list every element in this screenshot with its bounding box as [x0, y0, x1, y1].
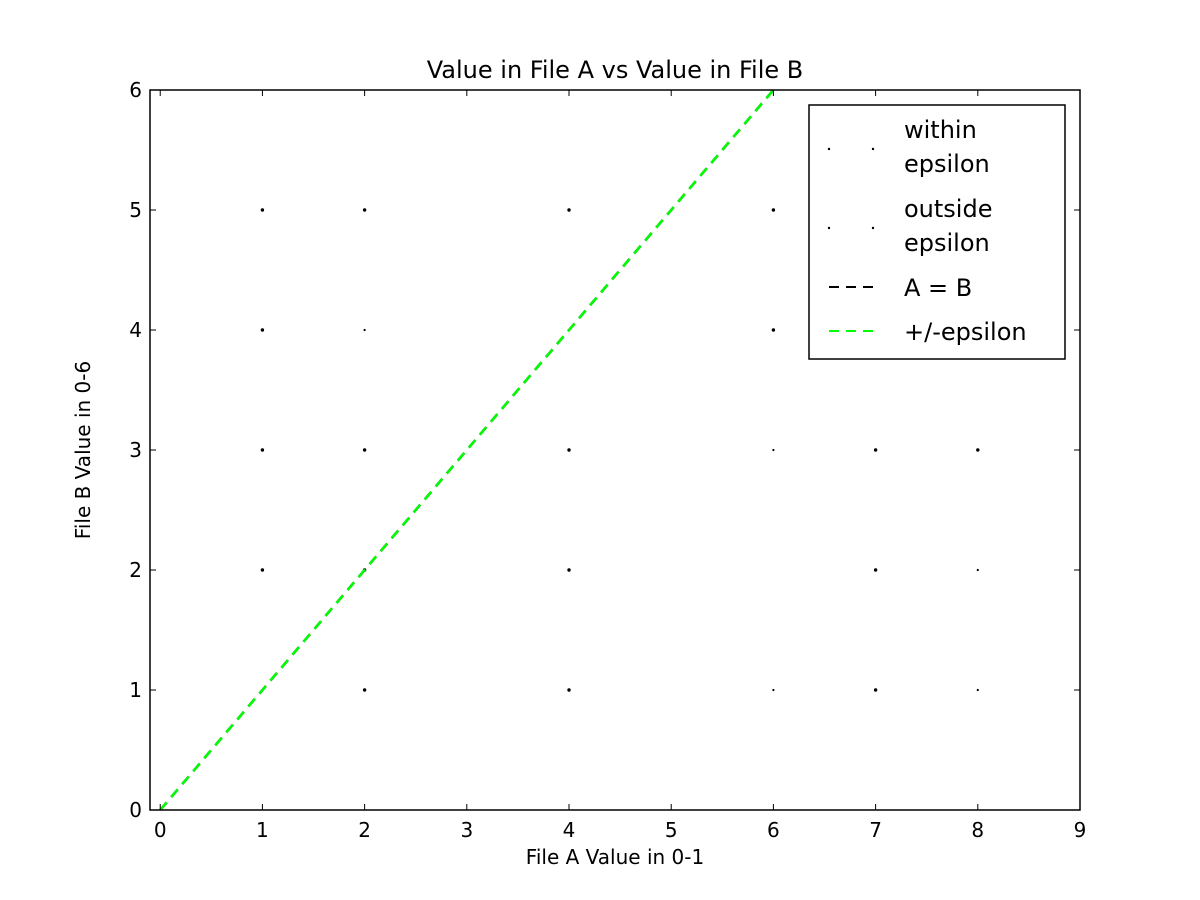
data-point-outside-epsilon — [260, 328, 265, 332]
x-tick-label: 5 — [665, 818, 678, 842]
x-axis-label: File A Value in 0-1 — [526, 845, 704, 869]
plot-frame — [149, 89, 1081, 811]
chart-title: Value in File A vs Value in File B — [427, 56, 804, 84]
data-point-outside-epsilon — [873, 448, 878, 452]
data-point-within-epsilon — [772, 688, 775, 692]
ticks-layer: 0 1 2 3 4 5 6 7 8 9 0 1 2 3 4 5 6 — [129, 78, 1086, 842]
data-point-outside-epsilon — [362, 208, 367, 212]
x-tick-label: 3 — [460, 818, 473, 842]
series-layer — [159, 89, 980, 811]
data-point-outside-epsilon — [567, 448, 571, 452]
data-point-within-epsilon — [976, 688, 979, 692]
y-tick-label: 2 — [129, 558, 142, 582]
data-point-outside-epsilon — [976, 448, 980, 452]
y-tick-label: 0 — [129, 798, 142, 822]
x-tick-label: 7 — [869, 818, 882, 842]
data-point-outside-epsilon — [362, 688, 367, 692]
data-point-outside-epsilon — [260, 448, 265, 452]
y-tick-label: 4 — [129, 318, 142, 342]
legend-box — [808, 104, 1066, 360]
data-point-outside-epsilon — [771, 328, 776, 332]
x-tick-label: 8 — [971, 818, 984, 842]
y-tick-label: 5 — [129, 198, 142, 222]
data-point-outside-epsilon — [873, 688, 878, 692]
data-point-outside-epsilon — [567, 688, 571, 692]
data-point-within-epsilon — [363, 328, 366, 332]
legend-marker-within — [827, 147, 831, 151]
data-point-outside-epsilon — [873, 568, 878, 572]
data-point-outside-epsilon — [260, 568, 265, 572]
y-tick-label: 1 — [129, 678, 142, 702]
x-tick-label: 6 — [767, 818, 780, 842]
legend-marker-within — [871, 147, 875, 151]
legend-marker-outside — [871, 226, 875, 230]
legend-label-identity: A = B — [904, 274, 972, 302]
legend: within epsilon outside epsilon A = B +/-… — [808, 104, 1066, 360]
legend-label-epsilon: +/-epsilon — [904, 318, 1027, 346]
legend-label-within-line1: within — [904, 116, 977, 144]
legend-marker-outside — [827, 226, 831, 230]
data-point-outside-epsilon — [260, 208, 265, 212]
data-point-outside-epsilon — [567, 208, 571, 212]
data-point-within-epsilon — [976, 568, 979, 572]
legend-label-outside-line2: epsilon — [904, 229, 990, 257]
data-point-outside-epsilon — [567, 568, 571, 572]
data-point-outside-epsilon — [771, 208, 776, 212]
x-tick-label: 4 — [563, 818, 576, 842]
data-point-outside-epsilon — [362, 448, 367, 452]
y-axis-label: File B Value in 0-6 — [71, 361, 95, 539]
x-tick-label: 2 — [358, 818, 371, 842]
x-tick-label: 9 — [1074, 818, 1087, 842]
data-point-within-epsilon — [772, 448, 775, 452]
legend-label-outside-line1: outside — [904, 195, 992, 223]
y-tick-label: 3 — [129, 438, 142, 462]
y-tick-label: 6 — [129, 78, 142, 102]
x-tick-label: 1 — [256, 818, 269, 842]
x-tick-label: 0 — [154, 818, 167, 842]
series-line-epsilon — [159, 89, 775, 811]
legend-label-within-line2: epsilon — [904, 150, 990, 178]
